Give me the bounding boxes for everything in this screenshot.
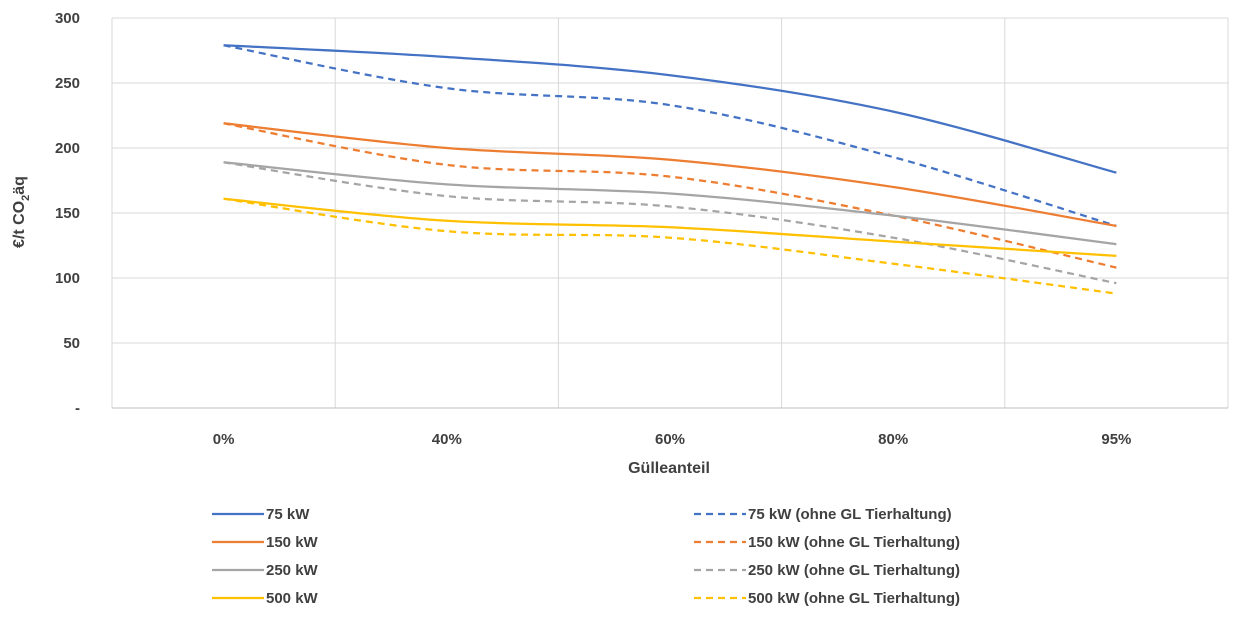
series-line-4 [223, 161, 1117, 246]
legend-item-4: 250 kW [212, 562, 319, 579]
x-axis-title: Gülleanteil [628, 460, 710, 477]
legend-label-4: 250 kW [266, 562, 319, 579]
x-tick-label-2: 60% [655, 431, 685, 448]
legend-label-1: 75 kW (ohne GL Tierhaltung) [748, 506, 952, 523]
x-tick-label-4: 95% [1101, 431, 1131, 448]
legend-item-7: 500 kW (ohne GL Tierhaltung) [694, 590, 960, 607]
series-line-5 [223, 161, 1117, 285]
x-tick-label-1: 40% [432, 431, 462, 448]
y-tick-label-6: 300 [55, 10, 80, 27]
legend-item-5: 250 kW (ohne GL Tierhaltung) [694, 562, 960, 579]
legend-label-3: 150 kW (ohne GL Tierhaltung) [748, 534, 960, 551]
legend-label-0: 75 kW [266, 506, 310, 523]
x-tick-label-0: 0% [213, 431, 235, 448]
legend-item-3: 150 kW (ohne GL Tierhaltung) [694, 534, 960, 551]
y-tick-label-2: 100 [55, 270, 80, 287]
y-tick-label-4: 200 [55, 140, 80, 157]
series-line-2 [223, 122, 1117, 228]
series-line-6 [223, 197, 1117, 258]
series-line-1 [223, 44, 1117, 228]
y-tick-label-0: - [75, 400, 80, 417]
y-tick-label-5: 250 [55, 75, 80, 92]
legend-label-2: 150 kW [266, 534, 319, 551]
legend-item-6: 500 kW [212, 590, 319, 607]
series-line-0 [223, 44, 1117, 174]
legend-item-0: 75 kW [212, 506, 310, 523]
legend-label-7: 500 kW (ohne GL Tierhaltung) [748, 590, 960, 607]
legend-label-6: 500 kW [266, 590, 319, 607]
legend-item-2: 150 kW [212, 534, 319, 551]
y-axis-title: €/t CO2äq [11, 176, 32, 248]
series-lines [223, 44, 1117, 295]
legend: 75 kW 75 kW (ohne GL Tierhaltung) 150 kW 15… [212, 506, 960, 607]
y-axis-ticks: - 50 100 150 200 250 300 [55, 10, 80, 417]
series-line-7 [223, 197, 1117, 295]
legend-label-5: 250 kW (ohne GL Tierhaltung) [748, 562, 960, 579]
legend-item-1: 75 kW (ohne GL Tierhaltung) [694, 506, 952, 523]
y-tick-label-3: 150 [55, 205, 80, 222]
grid [111, 17, 1229, 408]
x-tick-label-3: 80% [878, 431, 908, 448]
y-tick-label-1: 50 [63, 335, 80, 352]
series-line-3 [223, 122, 1117, 269]
x-axis-ticks: 0% 40% 60% 80% 95% [213, 431, 1132, 448]
